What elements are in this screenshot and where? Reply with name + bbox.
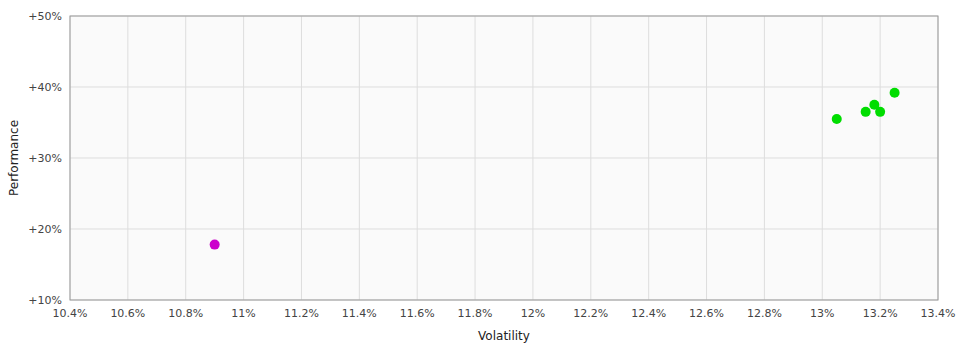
y-tick-label: +30%	[28, 152, 62, 165]
x-tick-label: 11.2%	[284, 307, 319, 320]
scatter-point	[875, 107, 885, 117]
chart: 10.4% 10.6% 10.8% 11% 11.2% 11.4% 11.6% 11.8% 12…	[0, 0, 966, 350]
y-axis-label: Performance	[7, 120, 21, 196]
x-tick-label: 10.6%	[110, 307, 145, 320]
y-tick-label: +50%	[28, 10, 62, 23]
x-tick-label: 11.8%	[458, 307, 493, 320]
y-tick-label: +40%	[28, 81, 62, 94]
series	[210, 240, 220, 250]
x-tick-label: 12.2%	[573, 307, 608, 320]
y-tick-label: +10%	[28, 294, 62, 307]
y-grid-line	[70, 229, 938, 230]
y-grid-line	[70, 158, 938, 159]
x-tick-label: 10.4%	[53, 307, 88, 320]
x-axis-label: Volatility	[478, 329, 530, 343]
scatter-point	[890, 88, 900, 98]
scatter-point	[210, 240, 220, 250]
plot-area	[70, 16, 938, 300]
x-tick-label: 11%	[231, 307, 255, 320]
x-tick-label: 12%	[521, 307, 545, 320]
scatter-point	[861, 107, 871, 117]
tick-labels: 10.4% 10.6% 10.8% 11% 11.2% 11.4% 11.6% 11.8% 12…	[28, 10, 955, 320]
x-tick-label: 12.8%	[747, 307, 782, 320]
y-grid-line	[70, 87, 938, 88]
plot-frame	[70, 16, 938, 300]
x-tick-label: 12.4%	[631, 307, 666, 320]
x-tick-label: 10.8%	[168, 307, 203, 320]
series	[832, 88, 900, 124]
x-tick-label: 11.6%	[400, 307, 435, 320]
x-tick-label: 12.6%	[689, 307, 724, 320]
x-tick-label: 11.4%	[342, 307, 377, 320]
y-tick-label: +20%	[28, 223, 62, 236]
x-tick-label: 13.4%	[921, 307, 956, 320]
x-tick-label: 13%	[810, 307, 834, 320]
x-tick-label: 13.2%	[863, 307, 898, 320]
points	[210, 88, 900, 250]
scatter-point	[832, 114, 842, 124]
grid	[70, 16, 938, 300]
